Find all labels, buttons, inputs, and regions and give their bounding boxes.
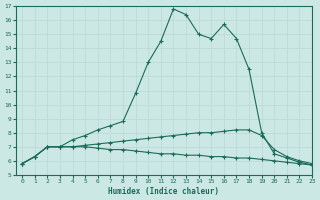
X-axis label: Humidex (Indice chaleur): Humidex (Indice chaleur) — [108, 187, 220, 196]
